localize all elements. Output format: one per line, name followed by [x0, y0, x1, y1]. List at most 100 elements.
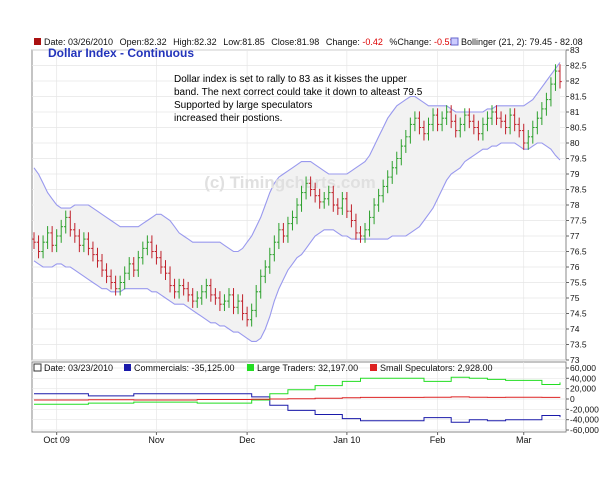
price-bar	[553, 64, 558, 91]
price-bar	[118, 275, 122, 296]
price-bar	[272, 235, 277, 262]
price-bar	[363, 222, 367, 243]
price-tick-label: 73.5	[570, 340, 587, 350]
price-bar	[190, 288, 195, 308]
price-bar	[267, 247, 272, 274]
large-traders-line	[34, 376, 561, 405]
bollinger-legend-marker	[450, 37, 459, 46]
price-bar	[245, 306, 249, 327]
price-bar	[91, 241, 95, 262]
price-bar	[127, 257, 132, 281]
price-bar	[399, 139, 404, 166]
price-bar	[82, 232, 86, 253]
cot-tick-label: 20,000	[570, 384, 596, 394]
price-bar	[336, 198, 340, 215]
price-bar	[517, 117, 521, 138]
x-axis: Oct 09 Nov Dec Jan 10 Feb Mar	[43, 432, 531, 445]
price-bar	[381, 179, 385, 203]
price-bar	[308, 176, 313, 197]
price-bar	[322, 191, 327, 209]
price-bar	[372, 198, 376, 225]
price-tick-label: 73	[570, 355, 580, 365]
price-bar	[521, 123, 526, 150]
annotation-line-3: Supported by large speculators	[174, 100, 312, 111]
price-y-axis: 83 82.5 82 81.5 81 80.5 80 79.5 79 78.5 78 77.5 77 76…	[566, 45, 587, 365]
price-tick-label: 77	[570, 231, 580, 241]
header-date: Date: 03/26/2010	[44, 37, 113, 47]
price-bar	[159, 250, 163, 274]
price-bar	[313, 182, 317, 203]
price-bar	[512, 108, 517, 132]
annotation-text: Dollar index is set to rally to 83 as it…	[174, 74, 423, 124]
price-tick-label: 76.5	[570, 247, 587, 257]
price-bar	[141, 241, 145, 265]
price-bar	[240, 294, 245, 321]
cot-series	[34, 376, 561, 423]
price-bar	[304, 176, 308, 200]
price-bar	[172, 278, 177, 299]
price-bar	[408, 117, 413, 144]
price-tick-label: 76	[570, 262, 580, 272]
price-bar	[227, 288, 231, 308]
cot-date-marker	[33, 363, 42, 372]
price-bar	[113, 275, 118, 296]
price-tick-label: 82	[570, 76, 580, 86]
price-bar	[326, 185, 331, 206]
price-bar	[109, 269, 113, 290]
price-bar	[345, 191, 349, 219]
price-tick-label: 78.5	[570, 185, 587, 195]
price-tick-label: 75	[570, 293, 580, 303]
price-bar	[136, 250, 141, 277]
price-bar	[286, 216, 290, 243]
x-tick-label: Dec	[239, 435, 256, 445]
price-bar	[54, 229, 59, 253]
price-bar	[77, 229, 82, 253]
price-bar	[45, 226, 50, 250]
price-tick-label: 82.5	[570, 61, 587, 71]
price-bar	[163, 260, 168, 281]
price-bar	[177, 278, 181, 299]
price-tick-label: 81.5	[570, 92, 587, 102]
price-bar	[453, 114, 458, 138]
price-bar	[544, 92, 549, 116]
price-bar	[462, 108, 467, 132]
header-change-value: -0.42	[362, 37, 383, 47]
bollinger-lower-line	[33, 142, 561, 342]
price-bar	[444, 105, 449, 126]
price-bar	[440, 111, 444, 132]
price-tick-label: 80.5	[570, 123, 587, 133]
x-tick-label: Feb	[430, 435, 446, 445]
price-bar	[490, 105, 494, 126]
price-bar	[376, 188, 381, 212]
price-bar	[526, 129, 531, 150]
price-bar	[73, 222, 77, 243]
watermark: (c) Timingcharts.com	[204, 173, 376, 192]
price-bar	[530, 120, 535, 144]
annotation-line-1: Dollar index is set to rally to 83 as it…	[174, 74, 408, 85]
price-bar	[299, 185, 304, 212]
price-bar	[358, 226, 363, 243]
price-tick-label: 79.5	[570, 154, 587, 164]
price-tick-label: 78	[570, 200, 580, 210]
price-bar	[540, 102, 544, 126]
price-bar	[426, 117, 431, 141]
price-bar	[222, 294, 227, 312]
price-bar	[32, 232, 36, 250]
svg-text:Date: 03/26/2010 Open:82: Date: 03/26/2010 Open:82.32 High:82.32 L…	[44, 37, 454, 47]
price-bar	[417, 111, 422, 135]
price-bar	[535, 111, 540, 135]
header-pct-change-value: -0.52	[434, 37, 455, 47]
price-legend-marker	[34, 38, 41, 45]
cot-legend: Date: 03/23/2010 Commercials: -35,125.00…	[33, 363, 493, 373]
price-bar	[181, 278, 186, 296]
price-bar	[195, 291, 200, 308]
price-bar	[331, 185, 336, 212]
price-bar	[263, 260, 268, 284]
price-bar	[476, 120, 481, 141]
price-bar	[231, 288, 236, 315]
price-bar	[41, 235, 45, 259]
price-bar	[254, 284, 258, 318]
price-bar	[36, 235, 41, 259]
header-pct-change-label: %Change:	[389, 37, 431, 47]
